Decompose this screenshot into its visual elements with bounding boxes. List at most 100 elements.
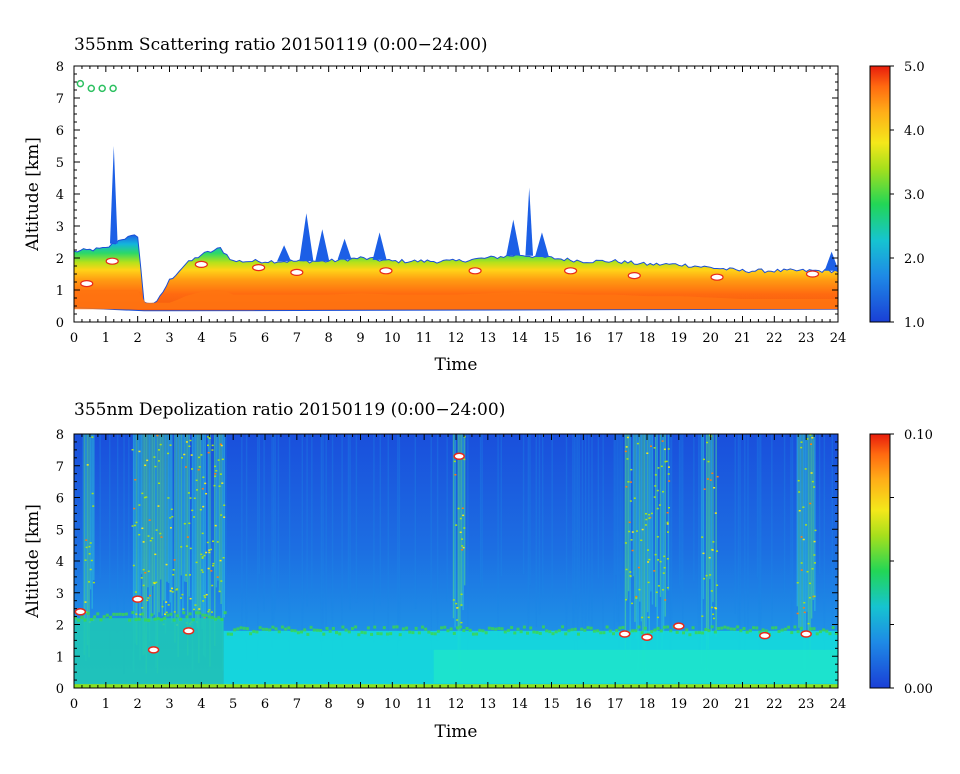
depol-speckle xyxy=(202,476,205,479)
depol-speckle xyxy=(705,574,708,577)
boundary-top xyxy=(287,626,291,630)
boundary-top xyxy=(80,615,84,619)
depol-speckle xyxy=(629,481,632,483)
noise-column xyxy=(241,434,243,635)
boundary-top xyxy=(172,618,176,622)
boundary-top xyxy=(828,632,832,636)
depol-hotspot xyxy=(453,452,465,460)
noise-column xyxy=(639,434,641,602)
noise-column xyxy=(669,434,671,653)
x-tick-label: 3 xyxy=(165,697,173,712)
y-axis-label: Altitude [km] xyxy=(23,504,43,619)
boundary-top xyxy=(398,633,402,637)
depol-hotspot xyxy=(673,622,685,630)
depol-speckle xyxy=(463,527,466,529)
depol-speckle xyxy=(210,570,213,572)
noise-column xyxy=(460,434,463,607)
depol-speckle xyxy=(712,617,715,620)
depol-speckle xyxy=(153,582,156,585)
boundary-top xyxy=(456,626,459,630)
noise-column xyxy=(196,434,198,629)
boundary-top xyxy=(204,613,208,617)
depol-speckle xyxy=(641,616,644,619)
depol-speckle xyxy=(631,549,634,552)
depol-speckle xyxy=(711,472,714,475)
depol-speckle xyxy=(461,507,464,510)
depol-speckle xyxy=(208,551,211,554)
depol-speckle xyxy=(216,541,219,543)
plot-area xyxy=(74,434,838,688)
y-tick-label: 5 xyxy=(56,523,64,538)
depol-speckle xyxy=(181,593,184,596)
boundary-top xyxy=(637,625,641,629)
depol-speckle xyxy=(200,454,203,456)
noise-column xyxy=(459,434,461,669)
noise-column xyxy=(198,434,200,663)
x-tick-label: 8 xyxy=(325,331,333,346)
depol-speckle xyxy=(218,590,221,593)
noise-column xyxy=(93,434,95,581)
depol-hotspot xyxy=(147,646,160,654)
boundary-top xyxy=(822,628,826,632)
cloud-patch xyxy=(710,273,724,281)
colorbar-tick-label: 4.0 xyxy=(904,124,925,139)
depol-speckle xyxy=(205,593,208,596)
depol-speckle xyxy=(666,521,669,524)
depol-speckle xyxy=(648,517,651,519)
boundary-top xyxy=(124,612,128,616)
depol-speckle xyxy=(211,540,214,543)
depol-hotspot xyxy=(182,627,195,635)
noise-column xyxy=(414,434,417,609)
noise-column xyxy=(155,434,157,668)
noise-column xyxy=(642,434,644,665)
depol-speckle xyxy=(635,595,638,598)
boundary-top xyxy=(169,612,173,616)
boundary-top xyxy=(315,628,319,632)
depol-speckle xyxy=(135,613,138,615)
x-tick-label: 17 xyxy=(607,331,624,346)
depol-speckle xyxy=(461,549,464,551)
depol-speckle xyxy=(811,568,814,570)
x-tick-label: 12 xyxy=(448,697,465,712)
depol-speckle xyxy=(217,459,220,461)
boundary-top xyxy=(344,628,348,632)
x-tick-label: 16 xyxy=(575,697,592,712)
depol-speckle xyxy=(628,521,631,524)
boundary-top xyxy=(408,630,412,634)
noise-column xyxy=(277,434,280,588)
boundary-top xyxy=(545,629,549,633)
boundary-top xyxy=(697,631,701,635)
boundary-top xyxy=(379,632,383,636)
noise-column xyxy=(159,434,162,580)
depol-speckle xyxy=(169,444,172,446)
noise-column xyxy=(452,434,455,619)
y-axis: 0 1 2 3 4 5 6 7 8 xyxy=(56,428,838,697)
noise-column xyxy=(624,434,627,661)
depol-speckle xyxy=(813,562,816,564)
depol-speckle xyxy=(713,486,716,489)
depol-speckle xyxy=(667,473,670,475)
cloud-patch xyxy=(105,257,119,265)
boundary-top xyxy=(452,631,456,635)
noise-column xyxy=(194,434,197,620)
boundary-top xyxy=(475,632,479,636)
depol-speckle xyxy=(662,490,665,493)
depol-speckle xyxy=(147,535,150,537)
depol-speckle xyxy=(189,439,192,442)
depol-speckle xyxy=(138,504,141,506)
y-tick-label: 1 xyxy=(56,650,64,665)
x-tick-label: 18 xyxy=(639,331,656,346)
noise-column xyxy=(576,434,579,664)
depol-speckle xyxy=(640,539,643,542)
x-tick-label: 11 xyxy=(416,697,433,712)
depol-speckle xyxy=(663,448,666,451)
depol-speckle xyxy=(460,593,463,596)
boundary-top xyxy=(831,626,835,630)
noise-column xyxy=(701,434,703,665)
depol-speckle xyxy=(195,489,198,491)
noise-column xyxy=(578,434,580,607)
depol-speckle xyxy=(629,575,632,578)
boundary-top xyxy=(159,618,163,622)
y-tick-label: 3 xyxy=(56,220,64,235)
y-tick-label: 7 xyxy=(56,460,64,475)
